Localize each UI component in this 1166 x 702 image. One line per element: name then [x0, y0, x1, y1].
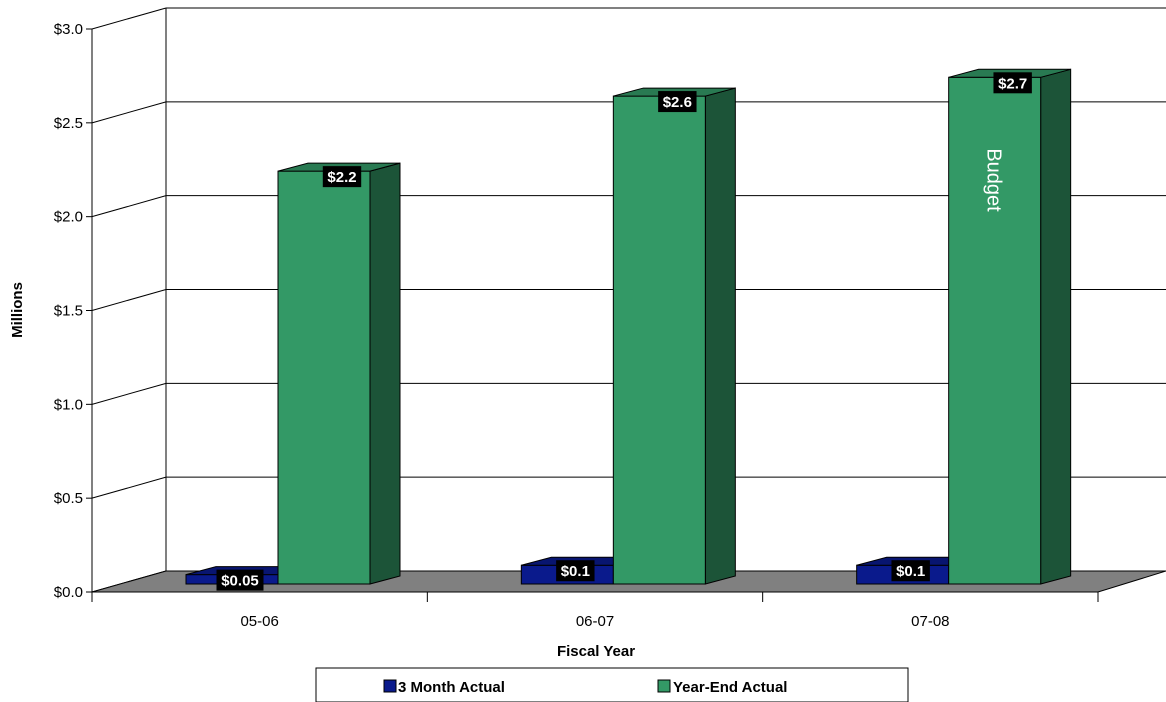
data-label-text: $2.2	[327, 169, 356, 186]
legend-box	[315, 667, 909, 702]
data-label-text: $0.1	[896, 563, 925, 580]
bar-year-end-actual-07-08-side	[1040, 68, 1072, 585]
bar-year-end-actual-07-08	[948, 68, 1072, 585]
y-axis-title: Millions	[9, 282, 26, 338]
data-label-bg	[216, 569, 264, 591]
bar-year-end-actual-05-06	[277, 162, 401, 585]
bar-year-end-actual-06-07-side	[704, 87, 736, 585]
data-label-bg	[322, 166, 362, 188]
legend-label-year-end-actual: Year-End Actual	[673, 679, 787, 696]
tick-labels: $0.0 $0.5 $1.0 $1.5 $2.0 $2.5 $3.0 05-06 06-07 07…	[54, 21, 1099, 630]
bar-annotation-budget: Budget	[983, 148, 1005, 212]
data-label-bg	[993, 72, 1032, 94]
y-tick-label: $0.5	[54, 490, 83, 507]
x-tick-label-05-06: 05-06	[240, 613, 278, 630]
data-label-year-end-actual-06-07: $2.6	[658, 91, 697, 113]
y-tick-label: $2.0	[54, 209, 83, 226]
bar-year-end-actual-05-06-front	[277, 170, 371, 585]
bar-year-end-actual-05-06-side	[369, 162, 401, 585]
axes	[91, 29, 1098, 593]
bar-year-end-actual-07-08-front	[948, 76, 1042, 585]
gridline-side	[91, 476, 167, 499]
data-label-year-end-actual-05-06: $2.2	[322, 166, 362, 188]
x-tick-label-07-08: 07-08	[911, 613, 949, 630]
x-tick-label-06-07: 06-07	[576, 613, 614, 630]
y-tick-label: $1.0	[54, 396, 83, 413]
y-tick-label: $0.0	[54, 584, 83, 601]
y-tick-label: $3.0	[54, 21, 83, 38]
y-tick-label: $1.5	[54, 303, 83, 320]
x-axis-title: Fiscal Year	[557, 643, 635, 660]
gridline-side	[91, 7, 167, 30]
data-label-text: $2.6	[663, 94, 692, 111]
data-label-bg	[658, 91, 697, 113]
gridline-side	[91, 195, 167, 218]
legend: 3 Month Actual Year-End Actual	[315, 667, 909, 702]
data-label-year-end-actual-07-08: $2.7	[993, 72, 1032, 94]
data-label-text: $0.05	[221, 573, 259, 590]
data-label-3-month-actual-06-07: $0.1	[556, 560, 595, 582]
bar-year-end-actual-06-07	[612, 87, 736, 585]
data-label-bg	[891, 560, 930, 582]
data-labels: $0.05 $2.2 $0.1 $2.6 $0.1 $2.7 Budget	[216, 72, 1032, 591]
data-label-3-month-actual-05-06: $0.05	[216, 569, 264, 591]
data-label-bg	[556, 560, 595, 582]
gridline-side	[91, 382, 167, 405]
legend-label-3-month-actual: 3 Month Actual	[398, 679, 505, 696]
legend-swatch-3-month-actual	[383, 679, 397, 693]
gridline-side	[91, 101, 167, 124]
data-label-3-month-actual-07-08: $0.1	[891, 560, 930, 582]
legend-swatch-year-end-actual	[657, 679, 671, 693]
bar-year-end-actual-06-07-front	[612, 95, 706, 585]
bars	[185, 68, 1072, 585]
data-label-text: $2.7	[998, 75, 1027, 92]
gridline-side	[91, 289, 167, 311]
y-tick-label: $2.5	[54, 115, 83, 132]
data-label-text: $0.1	[561, 563, 590, 580]
